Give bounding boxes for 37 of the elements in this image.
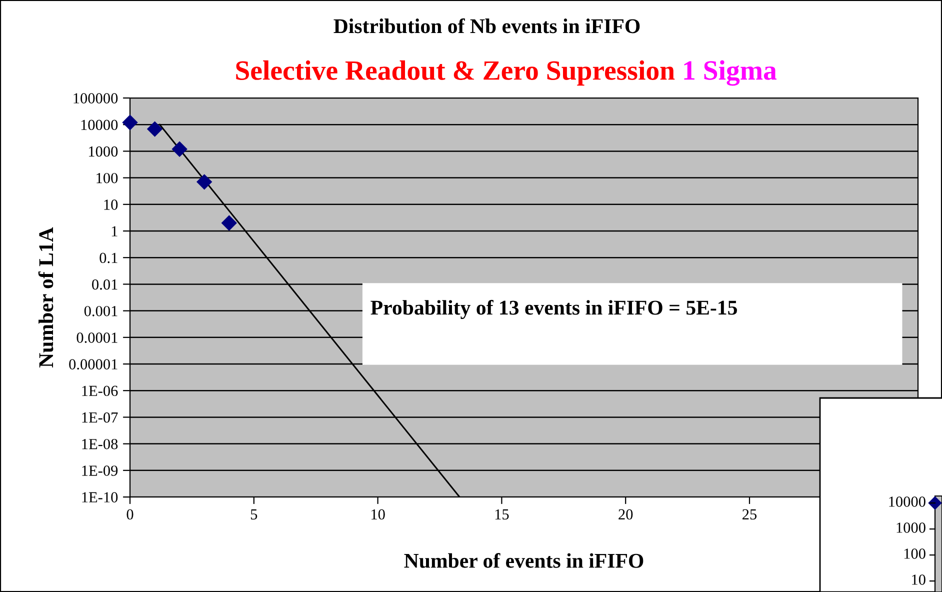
- y-tick-label: 1000: [88, 146, 118, 157]
- text: 1 Sigma: [684, 60, 776, 86]
- y-tick-label: 1E-07: [82, 412, 118, 423]
- y-tick-label: 10000: [81, 120, 118, 130]
- text: 1000: [896, 522, 926, 533]
- y-tick-label: 0.0001: [76, 332, 118, 343]
- x-tick-label: 10: [372, 509, 385, 520]
- x-axis-title: Number of events in iFIFO: [404, 553, 644, 568]
- point: [172, 142, 188, 157]
- annotation: 10000: [889, 496, 926, 507]
- chart-title: Distribution of Nb events in iFIFO: [334, 18, 640, 34]
- x-tick-label: 0: [126, 509, 134, 520]
- y-tick-label: 1E-10: [82, 492, 118, 502]
- chart-subtitle: Selective Readout & Zero Supression: [236, 60, 675, 86]
- y-tick-label: 0.001: [84, 306, 118, 316]
- y-tick-label: 1: [112, 226, 118, 236]
- text: 10: [912, 574, 926, 585]
- x-tick-label: 5: [250, 509, 258, 520]
- y-tick-label: 0.01: [92, 279, 118, 290]
- annotation: Probability of 13 events in iFIFO = 5E-15: [370, 300, 737, 320]
- y-tick-label: 1E-08: [82, 438, 118, 450]
- y-tick-label: 0.1: [100, 252, 118, 264]
- y-tick-label: 0.00001: [69, 359, 118, 370]
- point: [147, 121, 162, 137]
- x-tick-label: 25: [742, 509, 757, 520]
- y-tick-label: 10: [104, 200, 118, 210]
- x-tick-label: 15: [495, 509, 509, 520]
- text: 100: [904, 548, 926, 559]
- y-tick-label: 1E-09: [82, 466, 118, 476]
- y-tick-label: 100: [96, 172, 118, 184]
- y-axis-title: Number of L1A: [38, 227, 54, 368]
- point: [222, 215, 237, 231]
- x-tick-label: 20: [618, 509, 633, 520]
- y-tick-label: 1E-06: [82, 386, 118, 396]
- y-tick-label: 100000: [74, 93, 118, 104]
- point: [122, 114, 138, 130]
- point: [196, 174, 212, 190]
